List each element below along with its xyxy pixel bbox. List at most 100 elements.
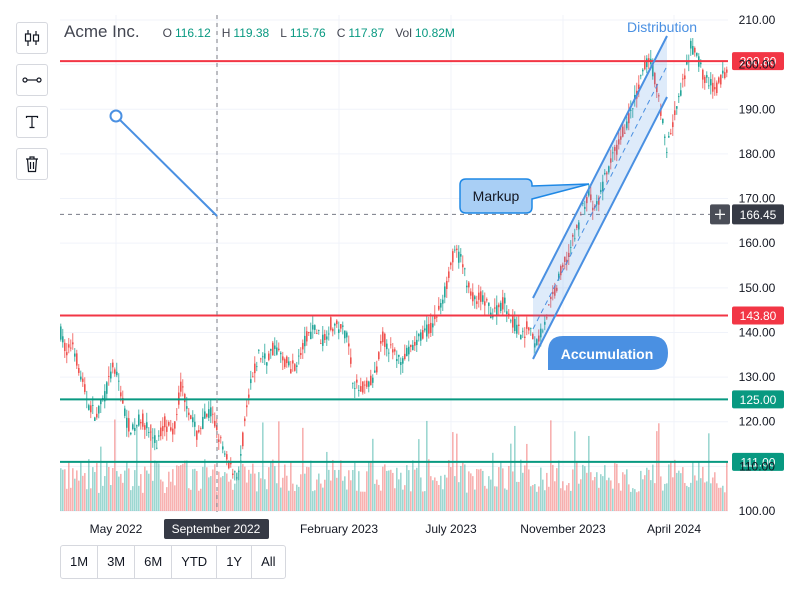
volume-bar: [678, 470, 680, 511]
volume-bar: [88, 459, 90, 511]
candle: [678, 93, 680, 103]
candle: [94, 416, 96, 421]
candle-body: [512, 315, 514, 328]
candle: [312, 316, 314, 339]
trend-line-handle[interactable]: [109, 109, 123, 123]
candle-body: [466, 285, 468, 288]
candle-body: [174, 421, 176, 429]
volume-bar: [118, 476, 120, 511]
candle: [288, 357, 290, 368]
candle-body: [250, 379, 252, 384]
candle: [448, 266, 450, 283]
volume-bar: [318, 473, 320, 511]
candle-body: [94, 417, 96, 421]
range-1y-button[interactable]: 1Y: [217, 546, 253, 578]
volume-bar: [224, 472, 226, 511]
candle-body: [278, 348, 280, 351]
volume-bar: [86, 489, 88, 511]
candle: [158, 430, 160, 441]
volume-bar: [304, 473, 306, 511]
candle-body: [106, 382, 108, 394]
candle-body: [318, 330, 320, 331]
volume-bar: [548, 486, 550, 511]
accumulation-callout[interactable]: [548, 336, 668, 370]
volume-bar: [484, 485, 486, 511]
volume-bar: [726, 461, 728, 511]
range-1m-button[interactable]: 1M: [61, 546, 99, 578]
volume-bar: [422, 491, 424, 511]
volume-bar: [282, 477, 284, 511]
candle-body: [132, 424, 134, 430]
markup-label: Markup: [473, 188, 520, 204]
candle-body: [546, 317, 548, 319]
candle-body: [724, 72, 726, 78]
candle: [378, 351, 380, 361]
candle: [286, 355, 288, 368]
volume-bar: [64, 469, 66, 511]
candle-body: [422, 330, 424, 339]
volume-bar: [628, 484, 630, 511]
candle: [608, 165, 610, 175]
candle-body: [430, 322, 432, 333]
candle-body: [238, 471, 240, 473]
price-level-label: 111.00: [741, 455, 776, 469]
candle: [468, 281, 470, 294]
candle: [626, 116, 628, 131]
volume-bar: [616, 463, 618, 511]
volume-bar: [292, 483, 294, 511]
markup-callout[interactable]: [459, 178, 590, 214]
candle-body: [380, 341, 382, 344]
candle-body: [100, 400, 102, 405]
candle: [162, 417, 164, 440]
volume-bar: [640, 470, 642, 511]
candle-body: [474, 296, 476, 300]
volume-bar: [454, 476, 456, 511]
candle-body: [112, 362, 114, 368]
candle: [282, 351, 284, 371]
trend-line-drawing[interactable]: [115, 115, 218, 217]
candle: [550, 295, 552, 308]
candle-body: [662, 118, 664, 124]
candle-body: [180, 381, 182, 392]
parallel-channel[interactable]: [532, 35, 668, 360]
candle: [606, 171, 608, 183]
volume-bar: [464, 464, 466, 511]
candle-body: [136, 425, 138, 426]
trash-icon-button[interactable]: [16, 148, 48, 180]
candle: [420, 329, 422, 346]
candle-body: [208, 409, 210, 418]
candle: [70, 339, 72, 352]
candle: [342, 321, 344, 335]
volume-bar: [270, 462, 272, 511]
candle: [266, 362, 268, 374]
candle-body: [182, 386, 184, 388]
x-tick-label: April 2024: [647, 522, 701, 536]
candle-body: [668, 136, 670, 138]
candle-body: [426, 324, 428, 337]
range-ytd-button[interactable]: YTD: [172, 546, 218, 578]
volume-bar: [444, 474, 446, 511]
candles-icon-button[interactable]: [16, 22, 48, 54]
candle-body: [540, 328, 542, 338]
trend-line-icon-button[interactable]: [16, 64, 48, 96]
volume-bar: [660, 476, 662, 511]
volume-bar: [236, 472, 238, 511]
range-3m-button[interactable]: 3M: [98, 546, 136, 578]
volume-bar: [514, 425, 516, 511]
volume-bar: [606, 480, 608, 511]
volume-bar: [372, 438, 374, 511]
volume-bar: [568, 483, 570, 511]
candle: [248, 388, 250, 405]
volume-bar: [354, 462, 356, 511]
candle: [164, 413, 166, 437]
candle-body: [188, 412, 190, 416]
candle: [574, 228, 576, 242]
candle-body: [104, 391, 106, 402]
candle: [552, 285, 554, 301]
text-tool-icon-button[interactable]: [16, 106, 48, 138]
candle: [600, 182, 602, 195]
volume-bar: [532, 485, 534, 511]
range-6m-button[interactable]: 6M: [135, 546, 173, 578]
range-all-button[interactable]: All: [261, 554, 276, 569]
